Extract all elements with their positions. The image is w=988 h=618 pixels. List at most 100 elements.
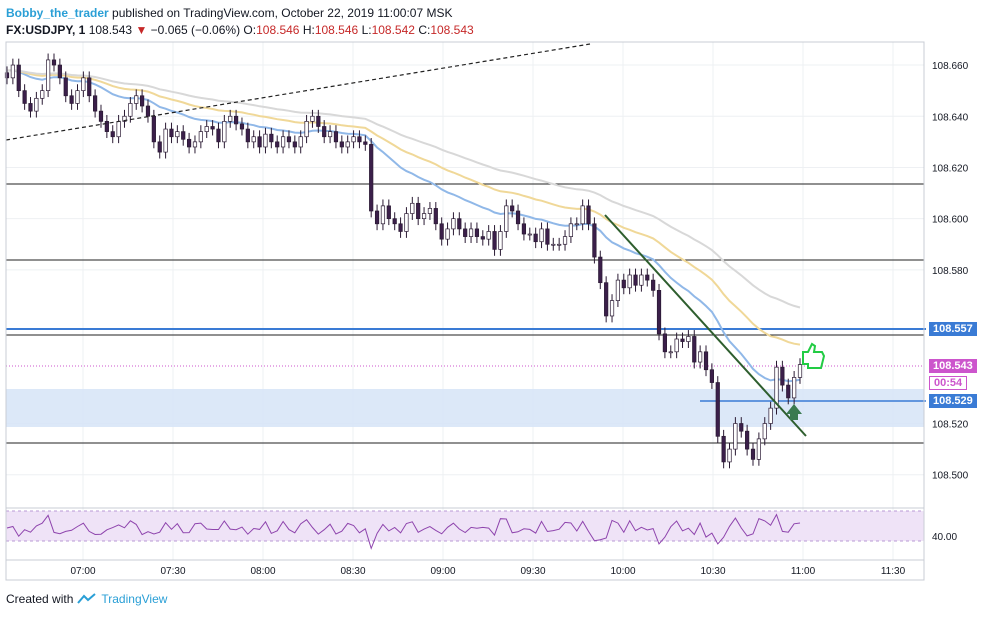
candle-body bbox=[357, 136, 362, 143]
candle-body bbox=[639, 274, 644, 286]
candle-body bbox=[116, 121, 121, 138]
candle-body bbox=[351, 136, 356, 143]
candle-body bbox=[715, 382, 720, 437]
candle-body bbox=[709, 369, 714, 383]
x-tick-label: 09:30 bbox=[520, 566, 545, 577]
candle-body bbox=[28, 103, 33, 112]
author-name[interactable]: Bobby_the_trader bbox=[6, 6, 109, 20]
candle-body bbox=[574, 223, 579, 226]
open-label: O: bbox=[243, 23, 257, 37]
candle-body bbox=[468, 228, 474, 237]
candle-body bbox=[157, 141, 162, 153]
candle-body bbox=[339, 141, 344, 148]
candle-body bbox=[175, 131, 180, 138]
price-tag-last: 108.543 bbox=[929, 359, 977, 373]
candle-body bbox=[263, 133, 268, 148]
last-price: 108.543 bbox=[88, 23, 133, 37]
y-tick-label: 108.600 bbox=[932, 215, 969, 226]
candle-body bbox=[204, 126, 209, 132]
candle-body bbox=[134, 95, 139, 104]
candle-body bbox=[257, 136, 262, 148]
candle-body bbox=[81, 77, 86, 91]
candle-body bbox=[163, 128, 168, 153]
candle-body bbox=[498, 231, 503, 250]
candle-body bbox=[633, 274, 638, 286]
candle-body bbox=[327, 131, 333, 138]
x-tick-label: 08:30 bbox=[340, 566, 365, 577]
moving-average-1 bbox=[6, 69, 801, 383]
published-text: published on TradingView.com, October 22… bbox=[112, 6, 453, 20]
candle-body bbox=[40, 90, 45, 99]
candle-body bbox=[69, 95, 74, 104]
candle-body bbox=[539, 228, 544, 243]
candle-body bbox=[169, 128, 174, 138]
x-tick-label: 09:00 bbox=[430, 566, 455, 577]
candle-body bbox=[786, 384, 791, 399]
y-tick-label: 108.620 bbox=[932, 163, 969, 174]
candle-body bbox=[480, 236, 485, 240]
candle-body bbox=[745, 430, 750, 450]
candle-body bbox=[292, 141, 297, 148]
candle-body bbox=[192, 141, 198, 148]
candle-body bbox=[733, 423, 738, 450]
candle-body bbox=[333, 131, 339, 143]
candle-body bbox=[286, 136, 292, 143]
candle-body bbox=[145, 105, 151, 117]
candle-body bbox=[181, 131, 186, 140]
candle-body bbox=[474, 228, 480, 237]
candle-body bbox=[457, 218, 462, 230]
tradingview-logo-icon bbox=[77, 593, 97, 604]
candle-body bbox=[656, 290, 662, 335]
candle-body bbox=[410, 202, 415, 214]
candle-body bbox=[233, 115, 239, 125]
candle-body bbox=[504, 205, 509, 232]
candle-body bbox=[210, 126, 215, 130]
x-tick-label: 07:00 bbox=[70, 566, 95, 577]
candle-body bbox=[486, 231, 491, 240]
candle-body bbox=[780, 366, 785, 386]
footer: Created with TradingView bbox=[6, 592, 167, 606]
candle-body bbox=[492, 231, 497, 250]
candle-body bbox=[463, 228, 468, 237]
candle-body bbox=[615, 279, 621, 301]
y-tick-label: 108.500 bbox=[932, 471, 969, 482]
open-value: 108.546 bbox=[256, 23, 300, 37]
candle-body bbox=[510, 205, 515, 212]
y-tick-label: 108.660 bbox=[932, 61, 969, 72]
candle-body bbox=[703, 351, 709, 371]
candle-body bbox=[521, 223, 527, 235]
close-value: 108.543 bbox=[430, 23, 474, 37]
candle-body bbox=[621, 279, 626, 289]
candle-body bbox=[592, 223, 597, 258]
candle-body bbox=[433, 208, 438, 225]
candle-body bbox=[310, 115, 315, 122]
candle-body bbox=[322, 126, 327, 138]
x-tick-label: 08:00 bbox=[250, 566, 275, 577]
candle-body bbox=[727, 448, 732, 463]
tradingview-brand[interactable]: TradingView bbox=[101, 592, 168, 606]
candle-body bbox=[363, 141, 368, 145]
candle-body bbox=[598, 256, 603, 284]
candle-body bbox=[768, 407, 773, 424]
axes: 108.660 108.640 108.620 108.600 108.580 108.5… bbox=[5, 41, 969, 581]
symbol-name[interactable]: FX:USDJPY, 1 bbox=[6, 23, 86, 37]
moving-average-3 bbox=[6, 69, 801, 309]
x-tick-label: 11:30 bbox=[881, 566, 906, 577]
x-tick-label: 07:30 bbox=[160, 566, 185, 577]
x-tick-label: 10:30 bbox=[700, 566, 725, 577]
candle-body bbox=[627, 274, 632, 289]
candle-body bbox=[792, 377, 797, 399]
price-tag-blue-main: 108.557 bbox=[929, 322, 977, 336]
drawings bbox=[5, 43, 826, 437]
candle-body bbox=[22, 90, 27, 104]
candle-body bbox=[269, 133, 274, 143]
candle-body bbox=[651, 279, 656, 291]
candle-body bbox=[4, 72, 10, 79]
candle-body bbox=[10, 64, 15, 79]
candle-body bbox=[239, 123, 245, 130]
candle-body bbox=[416, 202, 421, 220]
moving-averages bbox=[6, 69, 801, 383]
high-value: 108.546 bbox=[314, 23, 359, 37]
candle-body bbox=[316, 115, 321, 127]
